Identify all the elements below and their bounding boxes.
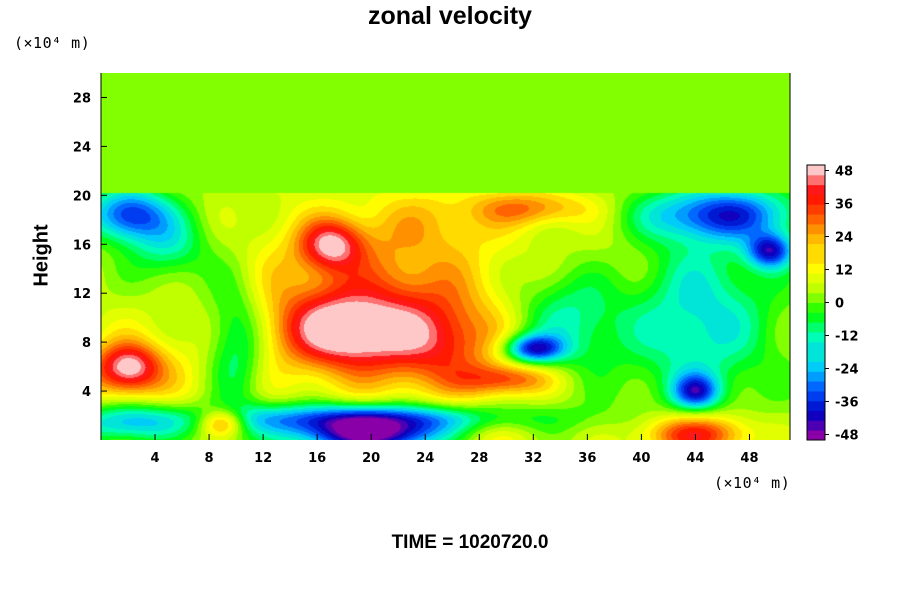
y-axis-unit-label: (×10⁴ m) (14, 34, 91, 52)
y-tick-label: 28 (73, 91, 91, 106)
colorbar-band (807, 253, 825, 264)
colorbar-band (807, 390, 825, 402)
colorbar-band (807, 214, 825, 225)
y-tick-label: 24 (73, 140, 91, 155)
x-tick-label: 44 (686, 451, 704, 466)
colorbar-band (807, 282, 825, 294)
colorbar-band (807, 430, 825, 441)
colorbar-band (807, 341, 825, 353)
colorbar-band (807, 273, 825, 284)
colorbar-band (807, 322, 825, 333)
x-tick-label: 24 (416, 451, 434, 466)
colorbar-tick-label: -36 (835, 396, 859, 411)
plot-area (101, 73, 790, 440)
x-tick-label: 32 (524, 451, 542, 466)
colorbar-tick-label: -24 (835, 363, 859, 378)
colorbar-band (807, 312, 825, 323)
y-tick-label: 20 (73, 189, 91, 204)
colorbar-band (807, 194, 825, 205)
colorbar-band (807, 204, 825, 215)
colorbar-band (807, 302, 825, 313)
colorbar-tick-label: 12 (835, 264, 853, 279)
colorbar-band (807, 420, 825, 431)
x-tick-label: 28 (470, 451, 488, 466)
colorbar-tick-label: 36 (835, 198, 853, 213)
colorbar-tick-label: 24 (835, 231, 853, 246)
contour-fill (101, 73, 790, 440)
y-tick-label: 8 (82, 336, 91, 351)
colorbar-band (807, 292, 825, 303)
colorbar-tick-label: -12 (835, 330, 859, 345)
colorbar-band (807, 174, 825, 186)
colorbar-tick-label: -48 (835, 429, 859, 444)
y-tick-label: 4 (82, 385, 91, 400)
x-tick-label: 8 (205, 451, 214, 466)
colorbar-band (807, 381, 825, 392)
x-tick-label: 36 (578, 451, 596, 466)
colorbar-band (807, 351, 825, 362)
colorbar-band (807, 371, 825, 382)
colorbar-band (807, 410, 825, 421)
colorbar-tick-label: 0 (835, 297, 844, 312)
x-axis-unit-label: (×10⁴ m) (714, 474, 791, 492)
colorbar: 48 36 24 12 0 -12 -24 -36 -48 (806, 164, 859, 444)
x-tick-label: 16 (308, 451, 326, 466)
colorbar-band (807, 233, 825, 245)
x-tick-label: 40 (632, 451, 650, 466)
y-tick-label: 12 (73, 287, 91, 302)
x-tick-label: 12 (254, 451, 272, 466)
colorbar-band (807, 165, 825, 176)
colorbar-band (807, 223, 825, 235)
colorbar-band (807, 331, 825, 343)
x-tick-label: 4 (151, 451, 160, 466)
x-tick-label: 48 (740, 451, 758, 466)
chart-title: zonal velocity (368, 2, 532, 30)
colorbar-band (807, 243, 825, 254)
colorbar-band (807, 184, 825, 195)
y-tick-label: 16 (73, 238, 91, 253)
colorbar-tick-label: 48 (835, 165, 853, 180)
x-tick-label: 20 (362, 451, 380, 466)
time-stamp: TIME = 1020720.0 (391, 532, 549, 553)
colorbar-band (807, 400, 825, 412)
colorbar-band (807, 361, 825, 372)
colorbar-band (807, 263, 825, 274)
